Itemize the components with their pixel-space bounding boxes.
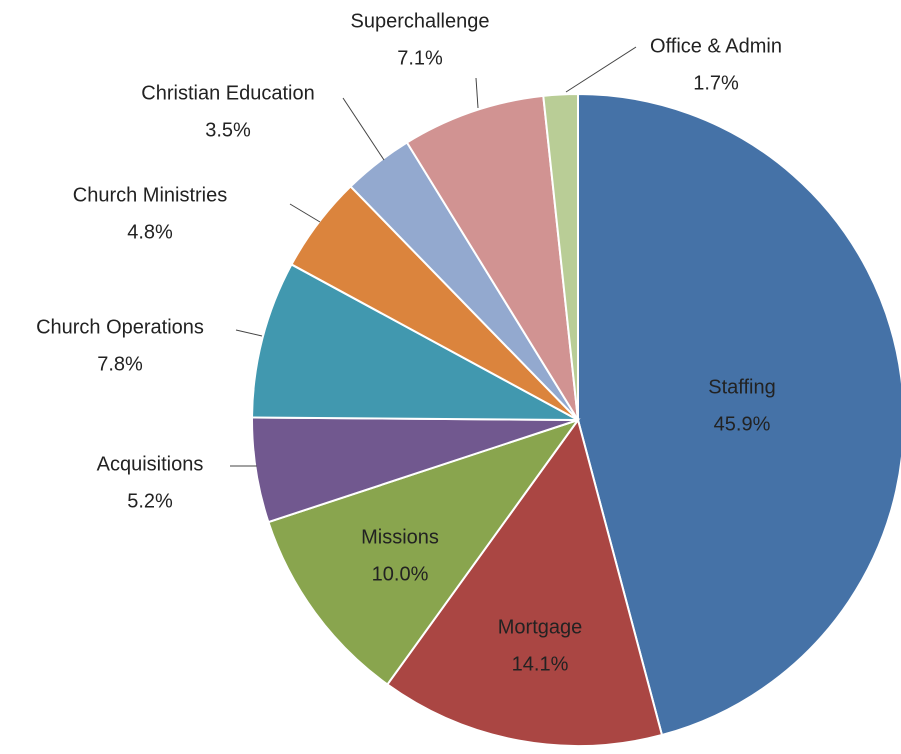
slice-label: Missions — [361, 526, 439, 548]
slice-label: Superchallenge — [351, 10, 490, 32]
slice-value: 5.2% — [127, 490, 173, 512]
slice-label: Office & Admin — [650, 35, 782, 57]
slice-value: 3.5% — [205, 119, 251, 141]
slice-value: 10.0% — [372, 563, 429, 585]
slice-label: Christian Education — [141, 82, 314, 104]
slice-label: Church Operations — [36, 316, 204, 338]
pie-slice — [577, 92, 901, 737]
slice-value: 1.7% — [693, 72, 739, 94]
slice-value: 45.9% — [714, 413, 771, 435]
leader-line — [475, 77, 479, 109]
slice-value: 7.1% — [397, 47, 443, 69]
pie-slice — [385, 417, 664, 747]
leader-line — [235, 329, 263, 337]
slice-label: Acquisitions — [97, 453, 204, 475]
slice-label: Church Ministries — [73, 184, 227, 206]
pie-slice — [405, 94, 579, 421]
slice-value: 14.1% — [512, 653, 569, 675]
pie-slice — [267, 418, 581, 686]
pie-slice — [251, 263, 579, 421]
pie-slice — [542, 92, 579, 421]
leader-line — [342, 97, 385, 161]
slice-label: Mortgage — [498, 616, 583, 638]
slice-label: Staffing — [708, 376, 775, 398]
leader-line — [565, 46, 637, 93]
leader-line — [289, 203, 321, 223]
slice-value: 4.8% — [127, 221, 173, 243]
slice-value: 7.8% — [97, 353, 143, 375]
